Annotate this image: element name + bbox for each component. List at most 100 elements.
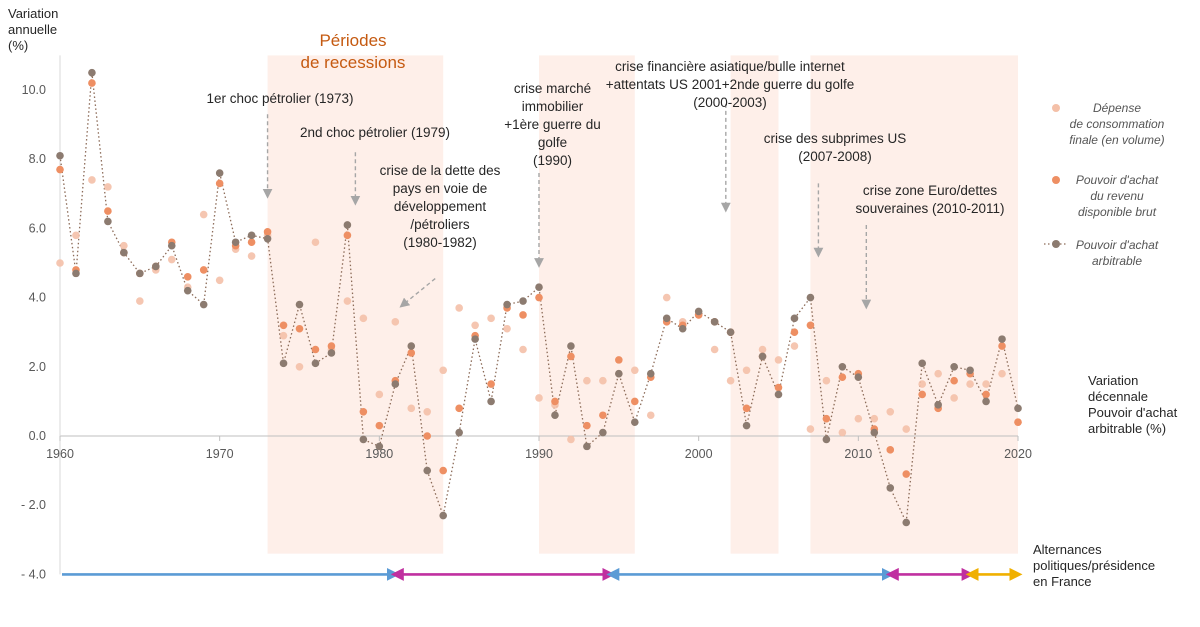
point-pouvoir-arbitrable <box>934 401 942 409</box>
point-pouvoir-arbitrable <box>870 428 879 437</box>
annotation-asian-crisis: crise financière asiatique/bulle interne… <box>605 59 855 110</box>
legend-pouvoir-brut: Pouvoir d'achat du revenu disponible bru… <box>1075 173 1159 219</box>
y-tick-label: 8.0 <box>29 152 46 166</box>
point-consommation <box>806 425 815 433</box>
point-pouvoir-brut <box>375 421 384 430</box>
point-pouvoir-arbitrable <box>535 283 543 292</box>
point-consommation <box>199 210 208 219</box>
point-pouvoir-brut <box>215 179 224 188</box>
point-pouvoir-arbitrable <box>56 151 64 160</box>
point-consommation <box>758 345 767 354</box>
point-pouvoir-arbitrable <box>790 314 799 323</box>
point-consommation <box>710 345 719 354</box>
point-pouvoir-brut <box>359 407 368 416</box>
point-pouvoir-arbitrable <box>455 428 463 437</box>
point-pouvoir-brut <box>631 397 639 406</box>
point-pouvoir-brut <box>327 342 336 350</box>
point-pouvoir-arbitrable <box>295 300 304 309</box>
point-consommation <box>407 404 416 413</box>
point-pouvoir-brut <box>583 421 591 430</box>
point-pouvoir-brut <box>423 432 432 440</box>
point-pouvoir-arbitrable <box>806 293 815 302</box>
point-pouvoir-arbitrable <box>567 342 575 350</box>
point-consommation <box>822 376 831 385</box>
legend-markers <box>1044 104 1068 248</box>
point-pouvoir-brut <box>343 231 352 240</box>
recession-band-1 <box>539 55 635 554</box>
point-pouvoir-brut <box>998 342 1006 350</box>
point-pouvoir-brut <box>774 383 783 392</box>
point-pouvoir-brut <box>183 273 192 281</box>
annotation-arrows <box>262 103 872 310</box>
point-consommation <box>343 297 352 305</box>
point-pouvoir-brut <box>599 411 607 420</box>
point-pouvoir-arbitrable <box>215 169 224 177</box>
point-pouvoir-arbitrable <box>183 286 192 295</box>
point-pouvoir-brut <box>279 321 288 330</box>
point-pouvoir-arbitrable <box>167 241 176 250</box>
point-pouvoir-arbitrable <box>359 435 368 444</box>
point-pouvoir-brut <box>742 404 751 413</box>
point-pouvoir-arbitrable <box>423 466 432 475</box>
legend-pouvoir-arbitrable: Pouvoir d'achat arbitrable <box>1075 238 1159 268</box>
point-consommation <box>167 255 176 264</box>
point-pouvoir-arbitrable <box>199 300 208 309</box>
point-pouvoir-brut <box>247 238 256 247</box>
point-pouvoir-arbitrable <box>72 269 80 278</box>
y-tick-label: 10.0 <box>22 83 46 97</box>
point-consommation <box>902 425 911 433</box>
point-pouvoir-arbitrable <box>471 335 479 343</box>
point-consommation <box>998 369 1006 378</box>
point-pouvoir-arbitrable <box>726 328 735 337</box>
point-consommation <box>790 342 799 350</box>
point-pouvoir-brut <box>407 349 416 357</box>
point-pouvoir-arbitrable <box>487 397 495 406</box>
y-tick-label: 6.0 <box>29 221 46 235</box>
point-pouvoir-arbitrable <box>742 421 751 430</box>
point-consommation <box>295 363 304 371</box>
point-pouvoir-arbitrable <box>391 380 400 388</box>
x-tick-label: 1970 <box>206 447 234 461</box>
annotation-euro-crisis: crise zone Euro/dettes souveraines (2010… <box>855 183 1005 216</box>
point-consommation <box>104 183 112 191</box>
point-pouvoir-brut <box>439 466 448 475</box>
point-pouvoir-arbitrable <box>279 359 288 368</box>
point-pouvoir-arbitrable <box>311 359 320 368</box>
annotation-oil-shock-2: 2nd choc pétrolier (1979) <box>299 125 451 140</box>
point-pouvoir-arbitrable <box>918 359 926 368</box>
y-axis-label: Variation annuelle (%) <box>8 6 59 53</box>
legend-marker-pouvoir-brut <box>1052 176 1060 184</box>
series-group <box>56 68 1022 527</box>
legend-consommation: Dépense de consommation finale (en volum… <box>1069 101 1165 147</box>
point-consommation <box>966 380 974 388</box>
point-consommation <box>838 428 847 437</box>
legend-decennale: Variation décennale Pouvoir d'achat arbi… <box>1088 373 1178 436</box>
point-pouvoir-brut <box>199 266 208 274</box>
point-consommation <box>918 380 926 388</box>
point-consommation <box>950 394 958 402</box>
point-pouvoir-arbitrable <box>519 297 527 305</box>
point-pouvoir-arbitrable <box>88 68 96 77</box>
point-pouvoir-arbitrable <box>439 511 448 520</box>
annotation-real-estate: crise marché immobilier +1ère guerre du … <box>504 81 601 168</box>
point-pouvoir-brut <box>263 228 272 236</box>
point-pouvoir-arbitrable <box>694 307 703 316</box>
annotation-debt-crisis: crise de la dette des pays en voie de dé… <box>379 163 501 250</box>
point-consommation <box>742 366 751 375</box>
point-pouvoir-arbitrable <box>247 231 256 240</box>
point-consommation <box>631 366 639 375</box>
point-pouvoir-arbitrable <box>327 349 336 357</box>
point-pouvoir-arbitrable <box>710 318 719 326</box>
point-pouvoir-brut <box>567 352 575 361</box>
point-consommation <box>359 314 368 323</box>
point-pouvoir-brut <box>104 207 112 215</box>
x-tick-label: 2010 <box>844 447 872 461</box>
point-pouvoir-brut <box>535 293 543 302</box>
point-pouvoir-brut <box>56 165 64 174</box>
point-pouvoir-arbitrable <box>583 442 591 451</box>
point-consommation <box>391 318 400 326</box>
point-pouvoir-arbitrable <box>503 300 511 309</box>
point-consommation <box>247 252 256 260</box>
point-consommation <box>56 259 64 267</box>
